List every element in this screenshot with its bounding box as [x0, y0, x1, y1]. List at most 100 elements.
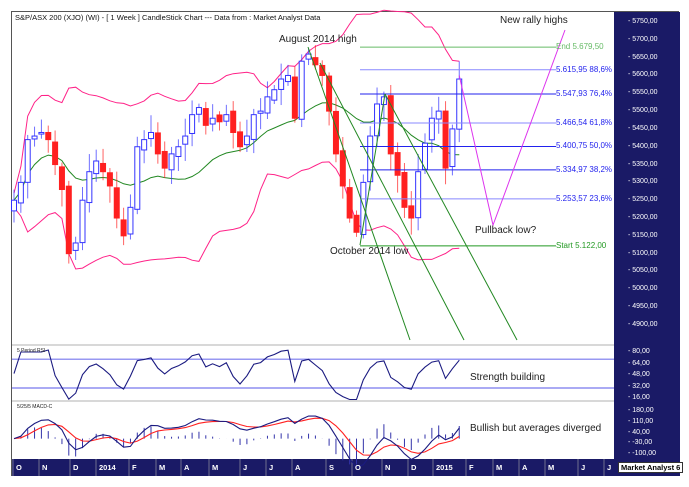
price-tick-label: - 5250,00 — [628, 196, 658, 204]
candle-up — [189, 114, 196, 134]
candle-up — [243, 135, 250, 146]
candle-up — [257, 110, 264, 114]
candle-down — [394, 152, 401, 176]
fib-level-label: 5.400,75 50,0% — [556, 141, 613, 151]
fib-level-label: End 5.679,50 — [556, 42, 604, 52]
candle-down — [346, 187, 353, 219]
candle-up — [127, 206, 134, 235]
date-tick-label: M — [548, 463, 555, 472]
fib-level-label: 5.334,97 38,2% — [556, 164, 613, 174]
fib-level-label: 5.466,54 61,8% — [556, 118, 613, 128]
candle-down — [106, 172, 113, 187]
date-tick-label: 2014 — [99, 463, 116, 472]
candle-up — [79, 199, 86, 244]
candle-up — [298, 60, 305, 120]
rsi-tick-label: - 48,00 — [628, 371, 650, 379]
macd-tick-label: - -100,00 — [628, 450, 657, 457]
chart-title: S&P/ASX 200 (XJO) (WI) - [ 1 Week ] Cand… — [15, 13, 321, 22]
date-tick-label: M — [496, 463, 503, 472]
annotation-new-rally-highs: New rally highs — [500, 15, 568, 26]
lower-bollinger-band — [13, 161, 460, 270]
price-tick-label: - 5300,00 — [628, 178, 658, 186]
rsi-line — [13, 349, 460, 401]
price-tick-label: - 5500,00 — [628, 107, 658, 115]
candle-down — [52, 141, 59, 166]
candle-down — [326, 75, 333, 112]
date-tick-label: O — [16, 463, 22, 472]
date-tick-label: F — [132, 463, 137, 472]
price-axis-panel — [614, 12, 680, 476]
candle-up — [250, 114, 257, 140]
price-tick-label: - 5150,00 — [628, 231, 658, 239]
price-tick-label: - 5100,00 — [628, 249, 658, 257]
fib-level-label: Start 5.122,00 — [556, 240, 607, 250]
macd-tick-label: - 180,00 — [628, 407, 654, 414]
candle-down — [237, 131, 244, 148]
macd-label: 5/25/5 MACD-C — [17, 404, 53, 410]
trend-fan-line — [359, 93, 386, 246]
price-tick-label: - 5550,00 — [628, 89, 658, 97]
price-tick-label: - 5350,00 — [628, 160, 658, 168]
macd-tick-label: - -30,00 — [628, 439, 653, 447]
price-tick-label: - 4900,00 — [628, 320, 658, 328]
date-tick-label: A — [522, 463, 528, 472]
candle-up — [168, 153, 175, 171]
candle-down — [120, 219, 127, 237]
candle-down — [401, 172, 408, 208]
date-tick-label: D — [73, 463, 79, 472]
price-tick-label: - 5750,00 — [628, 18, 658, 25]
candle-up — [31, 135, 38, 140]
candle-down — [408, 205, 415, 219]
candle-up — [86, 171, 93, 204]
price-tick-label: - 5000,00 — [628, 285, 658, 293]
candle-up — [285, 74, 291, 83]
annotation-macd: Bullish but averages diverged — [470, 423, 602, 434]
candle-down — [387, 95, 394, 155]
date-tick-label: O — [355, 463, 361, 472]
candle-up — [278, 78, 285, 90]
macd-tick-label: - 40,00 — [628, 428, 650, 436]
candle-up — [456, 78, 463, 130]
macd-line — [13, 415, 460, 468]
candle-up — [134, 146, 141, 210]
price-tick-label: - 5400,00 — [628, 142, 658, 150]
fib-level-label: 5.253,57 23,6% — [556, 193, 613, 203]
rsi-tick-label: - 16,00 — [628, 394, 650, 402]
candle-down — [339, 150, 346, 187]
rsi-label: 5 Period RSI — [17, 348, 46, 354]
macd-signal-line — [13, 417, 460, 456]
candle-down — [442, 110, 449, 169]
price-tick-label: - 5700,00 — [628, 35, 658, 43]
candle-down — [332, 110, 339, 155]
upper-bollinger-band — [13, 9, 460, 194]
candle-up — [175, 146, 182, 157]
candle-up — [148, 131, 154, 140]
candle-up — [428, 117, 435, 141]
candle-up — [271, 89, 278, 101]
projection-path — [458, 29, 566, 227]
date-axis-panel — [12, 459, 680, 476]
candle-up — [38, 131, 45, 135]
date-tick-label: N — [42, 463, 48, 472]
candle-up — [415, 171, 422, 219]
date-tick-label: F — [469, 463, 474, 472]
date-tick-label: M — [159, 463, 166, 472]
candle-down — [216, 114, 223, 123]
price-tick-label: - 5050,00 — [628, 267, 658, 275]
candle-down — [154, 132, 161, 155]
candle-up — [11, 199, 17, 212]
candle-up — [182, 135, 189, 145]
fib-level-label: 5.615,95 88,6% — [556, 64, 613, 74]
price-tick-label: - 5450,00 — [628, 124, 658, 132]
date-tick-label: 2015 — [436, 463, 453, 472]
annotation-october-low: October 2014 low — [330, 246, 409, 257]
candle-down — [58, 166, 65, 191]
price-tick-label: - 4950,00 — [628, 303, 658, 311]
candle-down — [319, 64, 326, 76]
chart-frame — [11, 11, 679, 476]
candle-down — [113, 187, 120, 219]
annotation-pullback-low: Pullback low? — [475, 225, 537, 236]
annotation-august-high: August 2014 high — [279, 34, 357, 45]
fib-level-label: 5.547,93 76,4% — [556, 89, 613, 99]
